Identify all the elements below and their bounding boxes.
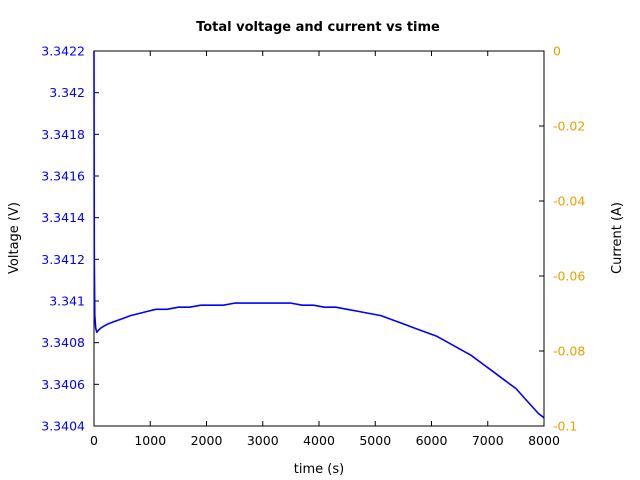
plot-frame [93,50,545,427]
x-axis-label: time (s) [294,462,344,477]
x-axis-ticks: 0 1000 2000 3000 4000 5000 6000 7000 8000 [90,51,560,448]
y-tick-label: 3.341 [49,294,85,309]
y2-tick-label: -0.06 [553,269,585,284]
y-tick-label: 3.3412 [41,252,85,267]
y2-axis-ticks: 0 -0.02 -0.04 -0.06 -0.08 -0.1 [539,44,585,434]
y-tick-label: 3.3414 [41,210,85,225]
y2-tick-label: -0.04 [553,194,585,209]
y2-tick-label: -0.1 [553,419,577,434]
y2-tick-label: -0.08 [553,344,585,359]
y-tick-label: 3.3418 [41,127,85,142]
y-tick-label: 3.3404 [41,419,85,434]
y2-axis-label: Current (A) [610,202,625,274]
series-group [93,50,545,419]
x-tick-label: 8000 [528,433,560,448]
y-axis-label: Voltage (V) [7,202,22,274]
x-tick-label: 3000 [247,433,279,448]
y-tick-label: 3.342 [49,85,85,100]
x-tick-label: 1000 [134,433,166,448]
chart-title: Total voltage and current vs time [196,20,440,35]
y-tick-label: 3.3408 [41,335,85,350]
y2-tick-label: -0.02 [553,119,585,134]
x-tick-label: 5000 [359,433,391,448]
x-tick-label: 0 [90,433,98,448]
y-axis-ticks: 3.3404 3.3406 3.3408 3.341 3.3412 3.3414 3.341… [41,44,99,434]
x-tick-label: 4000 [303,433,335,448]
x-tick-label: 7000 [472,433,504,448]
y-tick-label: 3.3422 [41,44,85,59]
y2-tick-label: 0 [553,44,561,59]
x-tick-label: 6000 [416,433,448,448]
x-tick-label: 2000 [191,433,223,448]
y-tick-label: 3.3406 [41,377,85,392]
y-tick-label: 3.3416 [41,169,85,184]
voltage-series-line [93,50,545,419]
